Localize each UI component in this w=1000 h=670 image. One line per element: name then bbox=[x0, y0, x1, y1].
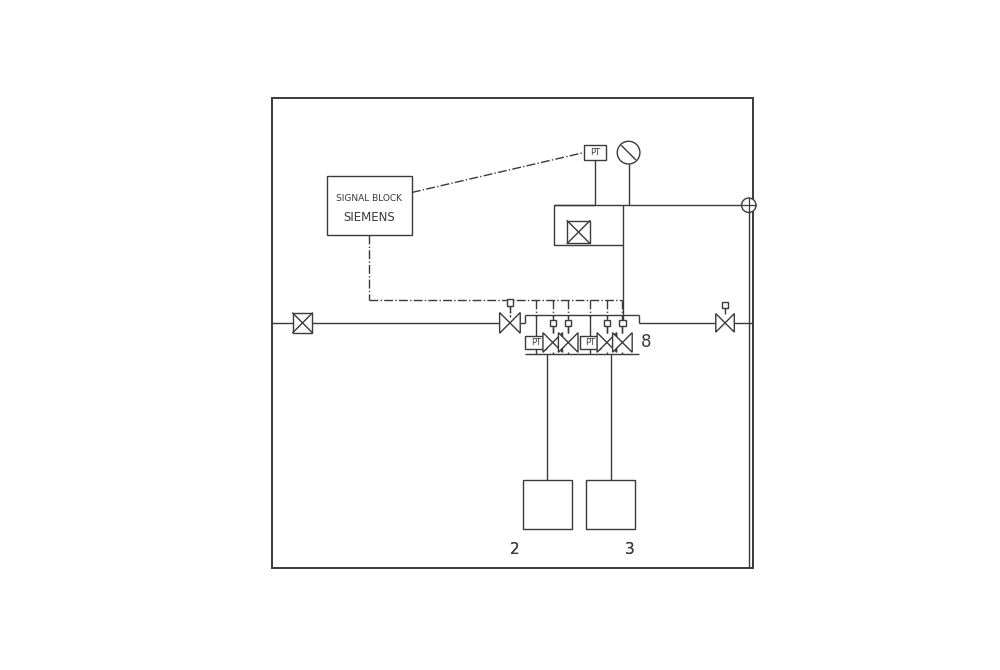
Polygon shape bbox=[716, 314, 725, 332]
Bar bbox=[567, 220, 590, 243]
Polygon shape bbox=[597, 333, 607, 352]
Circle shape bbox=[742, 198, 756, 212]
Text: PT: PT bbox=[531, 338, 541, 347]
Bar bbox=[523, 480, 572, 529]
Bar bbox=[507, 299, 513, 306]
Bar bbox=[565, 320, 571, 326]
Bar bbox=[584, 145, 606, 160]
Bar bbox=[550, 320, 556, 326]
Polygon shape bbox=[558, 333, 568, 352]
Polygon shape bbox=[725, 314, 734, 332]
Bar bbox=[293, 313, 312, 333]
Bar bbox=[619, 320, 626, 326]
Bar bbox=[554, 205, 623, 245]
Text: PT: PT bbox=[590, 148, 600, 157]
Polygon shape bbox=[543, 333, 553, 352]
Text: 3: 3 bbox=[625, 542, 635, 557]
Polygon shape bbox=[510, 312, 520, 333]
Text: PT: PT bbox=[585, 338, 595, 347]
Circle shape bbox=[617, 141, 640, 164]
Bar bbox=[586, 480, 635, 529]
Text: 8: 8 bbox=[640, 334, 651, 352]
Bar bbox=[327, 176, 412, 235]
Polygon shape bbox=[553, 333, 563, 352]
Bar bbox=[580, 336, 600, 349]
Polygon shape bbox=[500, 312, 510, 333]
Bar bbox=[604, 320, 610, 326]
Text: 2: 2 bbox=[510, 542, 520, 557]
Bar bbox=[525, 336, 546, 349]
Text: 2: 2 bbox=[510, 542, 520, 557]
Polygon shape bbox=[622, 333, 632, 352]
Polygon shape bbox=[607, 333, 617, 352]
Polygon shape bbox=[613, 333, 622, 352]
Polygon shape bbox=[568, 333, 578, 352]
Text: SIEMENS: SIEMENS bbox=[343, 211, 395, 224]
Text: SIGNAL BLOCK: SIGNAL BLOCK bbox=[336, 194, 402, 203]
Bar bbox=[722, 302, 728, 308]
Text: 3: 3 bbox=[625, 542, 635, 557]
